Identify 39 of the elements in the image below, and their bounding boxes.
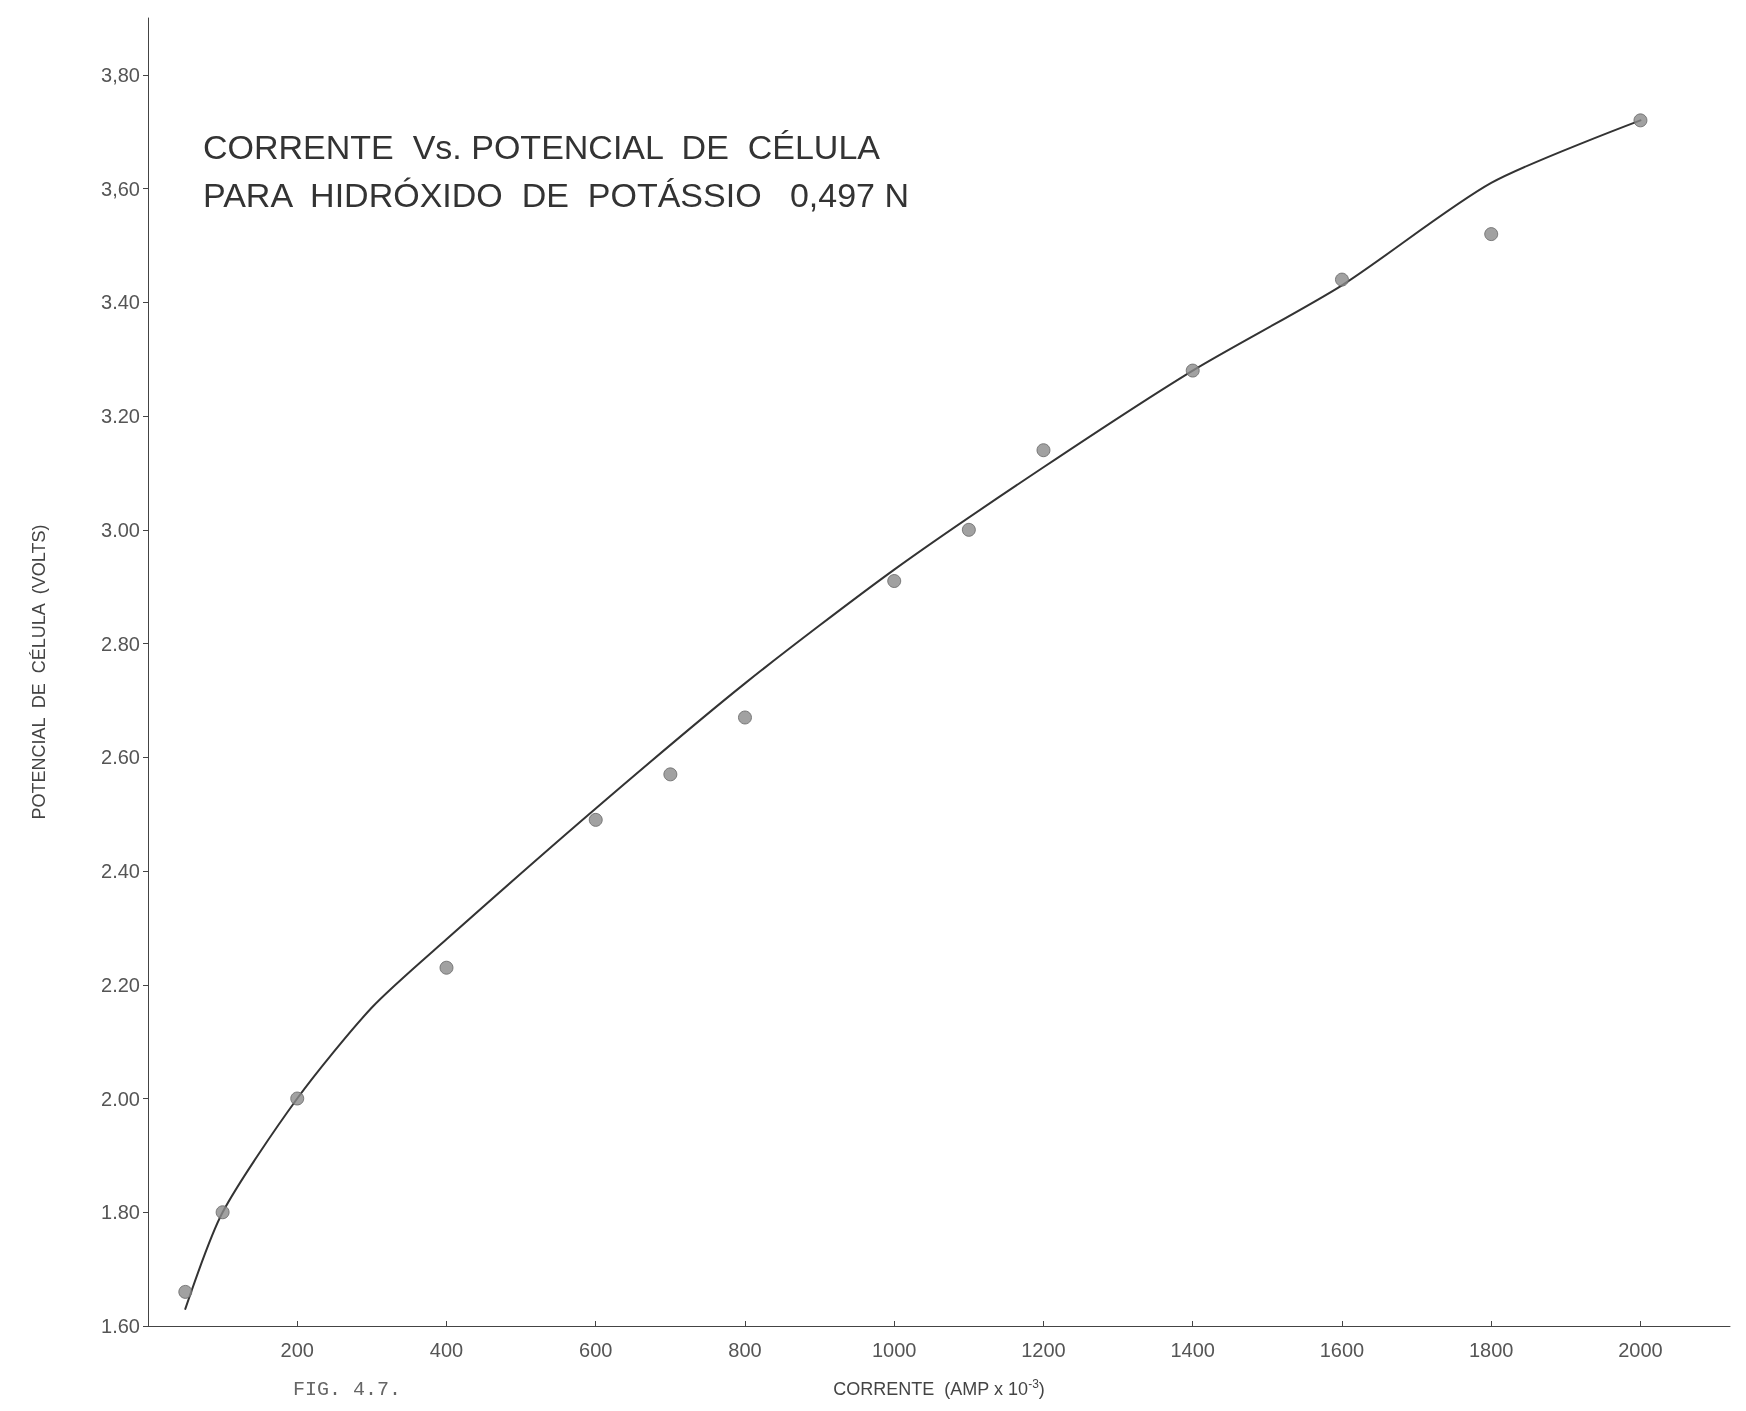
y-tick-label: 1.60 — [101, 1315, 140, 1337]
x-tick-label: 1800 — [1468, 1339, 1514, 1361]
point — [737, 710, 752, 725]
point — [588, 812, 603, 827]
x-tick-label: 1000 — [871, 1339, 917, 1361]
y-tick-label: 1.80 — [101, 1201, 140, 1224]
x-tick-label: 800 — [728, 1339, 762, 1361]
point — [1484, 227, 1499, 242]
y-tick-label: 3,60 — [101, 177, 140, 200]
x-tick-label: 1600 — [1319, 1339, 1365, 1361]
x-tick-label: 1400 — [1170, 1339, 1215, 1361]
caption: FIG. 4.7. — [293, 1377, 402, 1401]
point — [1334, 272, 1349, 287]
x-tick-label: 200 — [280, 1339, 314, 1361]
y-tick-label: 3.00 — [101, 518, 140, 541]
y-tick-label: 3.20 — [101, 405, 140, 428]
y-tick-label: 2.60 — [101, 746, 140, 769]
point — [290, 1091, 305, 1106]
y-tick-label: 3.40 — [101, 291, 140, 314]
point — [215, 1205, 230, 1220]
x-tick-label: 1200 — [1021, 1339, 1066, 1361]
x-tick-label: 2000 — [1618, 1339, 1663, 1361]
point — [1633, 113, 1648, 128]
point — [178, 1284, 193, 1299]
y-tick-label: 2.20 — [101, 973, 140, 996]
y-axis-title: POTENCIAL DE CÉLULA (VOLTS) — [29, 524, 49, 820]
y-tick-label: 2.40 — [101, 860, 140, 883]
x-tick-label: 600 — [579, 1339, 613, 1361]
x-tick-label: 400 — [429, 1339, 464, 1361]
point — [1036, 443, 1051, 458]
point — [961, 522, 976, 537]
point — [887, 574, 902, 589]
y-tick-label: 3,80 — [101, 63, 140, 86]
y-tick-label: 2.00 — [101, 1087, 140, 1110]
point — [1185, 363, 1200, 378]
text: CORRENTE Vs. POTENCIAL DE CÉLULA PARA HIDRÓXIDO DE POTÁSSIO 0,497 N — [203, 128, 910, 214]
point — [439, 960, 454, 975]
y-tick-label: 2.80 — [101, 632, 140, 655]
point — [663, 767, 678, 782]
